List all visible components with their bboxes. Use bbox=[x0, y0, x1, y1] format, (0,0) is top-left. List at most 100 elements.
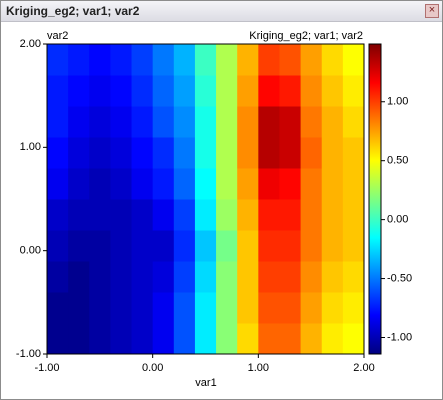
heat-cell bbox=[279, 292, 302, 324]
heat-cell bbox=[131, 199, 154, 231]
heat-cell bbox=[342, 323, 365, 355]
x-tick-label: 0.00 bbox=[142, 362, 163, 374]
heat-cell bbox=[152, 168, 175, 200]
heat-cell bbox=[110, 44, 133, 76]
heat-cell bbox=[258, 261, 280, 293]
heat-cell bbox=[194, 168, 217, 200]
heat-cell bbox=[131, 292, 154, 324]
heat-cell bbox=[300, 261, 323, 293]
heat-cell bbox=[237, 261, 259, 293]
heat-cell bbox=[321, 44, 344, 76]
heat-cell bbox=[300, 44, 323, 76]
heat-cell bbox=[47, 168, 69, 200]
heat-cell bbox=[131, 75, 154, 107]
colorbar-tick-label: -1.00 bbox=[387, 331, 412, 343]
plot-frame bbox=[46, 43, 365, 355]
heat-cell bbox=[237, 137, 259, 169]
heat-cell bbox=[216, 137, 238, 169]
heat-cell bbox=[279, 106, 302, 138]
heat-cell bbox=[216, 199, 238, 231]
heat-cell bbox=[68, 44, 90, 76]
heat-cell bbox=[237, 292, 259, 324]
heat-cell bbox=[216, 75, 238, 107]
heat-cell bbox=[258, 44, 280, 76]
heat-cell bbox=[173, 75, 196, 107]
heat-cell bbox=[279, 137, 302, 169]
heat-cell bbox=[173, 168, 196, 200]
heat-cell bbox=[110, 261, 133, 293]
heat-cell bbox=[152, 323, 175, 355]
heat-cell bbox=[321, 75, 344, 107]
heat-cell bbox=[216, 323, 238, 355]
heat-cell bbox=[89, 137, 111, 169]
heat-cell bbox=[300, 199, 323, 231]
heat-cell bbox=[300, 106, 323, 138]
heat-cell bbox=[47, 292, 69, 324]
chart-title: Kriging_eg2; var1; var2 bbox=[249, 30, 363, 42]
heat-cell bbox=[110, 106, 133, 138]
heat-cell bbox=[173, 199, 196, 231]
heat-cell bbox=[47, 106, 69, 138]
heat-cell bbox=[68, 199, 90, 231]
heat-cell bbox=[194, 261, 217, 293]
heat-cell bbox=[321, 261, 344, 293]
heat-cell bbox=[258, 230, 280, 262]
heat-cell bbox=[131, 106, 154, 138]
heat-cell bbox=[89, 292, 111, 324]
heat-cell bbox=[131, 168, 154, 200]
heat-cell bbox=[300, 168, 323, 200]
colorbar-tick-label: 0.50 bbox=[387, 155, 408, 167]
heat-cell bbox=[342, 137, 365, 169]
heat-cell bbox=[47, 199, 69, 231]
x-tick-label: -1.00 bbox=[34, 362, 59, 374]
y-tick-label: 0.00 bbox=[20, 245, 41, 257]
heat-cell bbox=[110, 199, 133, 231]
heat-cell bbox=[47, 137, 69, 169]
heat-cell bbox=[194, 75, 217, 107]
heat-cell bbox=[110, 168, 133, 200]
title-bar: Kriging_eg2; var1; var2 × bbox=[1, 1, 442, 22]
heat-cell bbox=[173, 137, 196, 169]
heat-cell bbox=[89, 106, 111, 138]
heat-cell bbox=[194, 230, 217, 262]
heat-cell bbox=[131, 261, 154, 293]
heat-cell bbox=[237, 106, 259, 138]
heat-cell bbox=[110, 75, 133, 107]
heat-cell bbox=[237, 168, 259, 200]
heat-cell bbox=[173, 230, 196, 262]
heat-cell bbox=[342, 230, 365, 262]
heat-cell bbox=[47, 323, 69, 355]
heat-cell bbox=[237, 230, 259, 262]
heat-cell bbox=[89, 44, 111, 76]
heat-cell bbox=[68, 137, 90, 169]
heat-cell bbox=[300, 137, 323, 169]
colorbar bbox=[368, 43, 382, 355]
heat-cell bbox=[237, 44, 259, 76]
x-axis-label: var1 bbox=[195, 377, 216, 389]
heat-cell bbox=[110, 323, 133, 355]
heat-cell bbox=[258, 106, 280, 138]
heat-cell bbox=[279, 323, 302, 355]
heat-cell bbox=[110, 230, 133, 262]
chart: var2 Kriging_eg2; var1; var2 var1 -1.00 0… bbox=[1, 22, 442, 399]
heat-cell bbox=[68, 261, 90, 293]
heat-cell bbox=[237, 323, 259, 355]
heat-cell bbox=[237, 75, 259, 107]
heat-cell bbox=[110, 137, 133, 169]
heat-cell bbox=[279, 199, 302, 231]
heat-cell bbox=[152, 137, 175, 169]
x-tick-label: 2.00 bbox=[353, 362, 374, 374]
close-button[interactable]: × bbox=[425, 4, 439, 18]
y-tick-label: 1.00 bbox=[20, 141, 41, 153]
heat-cell bbox=[194, 199, 217, 231]
colorbar-tick-label: -0.50 bbox=[387, 272, 412, 284]
heat-cell bbox=[258, 137, 280, 169]
heat-cell bbox=[131, 44, 154, 76]
heat-cell bbox=[152, 44, 175, 76]
heat-cell bbox=[300, 230, 323, 262]
heat-cell bbox=[279, 230, 302, 262]
heat-cell bbox=[194, 106, 217, 138]
heat-cell bbox=[342, 168, 365, 200]
heat-cell bbox=[342, 292, 365, 324]
